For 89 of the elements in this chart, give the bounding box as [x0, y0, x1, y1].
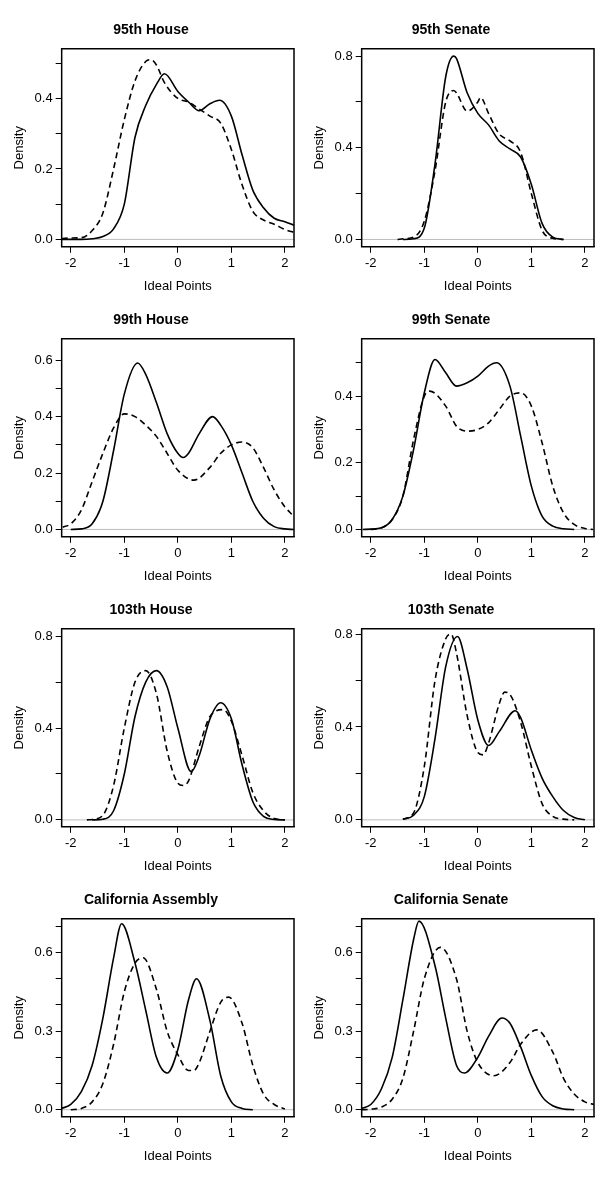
x-tick-label: -1 [418, 255, 431, 271]
y-tick-label: 0.2 [334, 454, 353, 470]
x-tick-label: 0 [474, 835, 482, 851]
y-tick-label: 0.0 [34, 230, 53, 246]
x-axis-title: Ideal Points [143, 277, 213, 293]
y-tick-label: 0.0 [334, 811, 353, 827]
y-tick-label: 0.2 [34, 464, 53, 480]
x-axis-title: Ideal Points [443, 567, 513, 583]
x-tick-label: -2 [364, 1125, 377, 1141]
x-tick-label: 2 [281, 835, 289, 851]
y-tick-label: 0.3 [334, 1022, 353, 1038]
x-tick-label: -2 [64, 255, 77, 271]
x-tick-label: -1 [418, 545, 431, 561]
x-tick-label: 1 [227, 835, 235, 851]
chart-title: 95th House [113, 21, 189, 38]
y-tick-label: 0.0 [334, 521, 353, 537]
x-tick-label: 0 [474, 1125, 482, 1141]
x-tick-label: 0 [474, 255, 482, 271]
x-tick-label: -2 [64, 545, 77, 561]
x-tick-label: 2 [581, 255, 589, 271]
y-tick-label: 0.4 [334, 718, 353, 734]
x-tick-label: 1 [527, 255, 535, 271]
y-tick-label: 0.4 [34, 408, 53, 424]
chart-title: 103th Senate [407, 601, 495, 618]
y-axis-title: Density [11, 415, 27, 460]
x-axis-title: Ideal Points [143, 567, 213, 583]
y-tick-label: 0.0 [34, 811, 53, 827]
y-axis-title: Density [311, 705, 327, 750]
x-tick-label: 1 [227, 1125, 235, 1141]
y-tick-label: 0.3 [34, 1022, 53, 1038]
x-axis-title: Ideal Points [143, 1147, 213, 1163]
chart-title: 99th Senate [411, 311, 491, 328]
x-axis-title: Ideal Points [443, 857, 513, 873]
chart-title: California Assembly [83, 891, 219, 908]
x-tick-label: 1 [527, 1125, 535, 1141]
x-tick-label: -2 [364, 255, 377, 271]
y-tick-label: 0.0 [34, 1101, 53, 1117]
y-axis-title: Density [11, 995, 27, 1040]
y-axis-title: Density [11, 705, 27, 750]
y-tick-label: 0.2 [34, 160, 53, 176]
x-tick-label: 1 [527, 835, 535, 851]
y-tick-label: 0.6 [34, 351, 53, 367]
x-tick-label: 2 [281, 1125, 289, 1141]
y-axis-title: Density [311, 995, 327, 1040]
y-tick-label: 0.6 [334, 944, 353, 960]
y-tick-label: 0.8 [334, 47, 353, 63]
chart-title: 103th House [109, 601, 193, 618]
chart-title: 99th House [113, 311, 189, 328]
x-axis-title: Ideal Points [443, 1147, 513, 1163]
y-tick-label: 0.4 [34, 90, 53, 106]
y-tick-label: 0.8 [34, 627, 53, 643]
y-tick-label: 0.4 [34, 719, 53, 735]
x-tick-label: 1 [227, 255, 235, 271]
y-tick-label: 0.0 [34, 521, 53, 537]
chart-title: 95th Senate [411, 21, 491, 38]
y-axis-title: Density [311, 125, 327, 170]
x-tick-label: 1 [527, 545, 535, 561]
x-tick-label: 2 [281, 255, 289, 271]
x-tick-label: 1 [227, 545, 235, 561]
x-tick-label: 0 [174, 255, 182, 271]
y-axis-title: Density [311, 415, 327, 460]
x-tick-label: -2 [364, 835, 377, 851]
y-tick-label: 0.4 [334, 387, 353, 403]
x-tick-label: -1 [118, 545, 131, 561]
y-axis-title: Density [11, 125, 27, 170]
y-tick-label: 0.0 [334, 1101, 353, 1117]
x-tick-label: -2 [364, 545, 377, 561]
x-tick-label: -1 [418, 835, 431, 851]
y-tick-label: 0.4 [334, 139, 353, 155]
x-tick-label: -1 [118, 835, 131, 851]
x-tick-label: -1 [118, 1125, 131, 1141]
y-tick-label: 0.8 [334, 625, 353, 641]
x-tick-label: 0 [174, 1125, 182, 1141]
x-tick-label: -2 [64, 1125, 77, 1141]
x-tick-label: 2 [581, 1125, 589, 1141]
chart-title: California Senate [393, 891, 509, 908]
x-tick-label: -1 [118, 255, 131, 271]
y-tick-label: 0.6 [34, 944, 53, 960]
x-tick-label: 2 [581, 835, 589, 851]
y-tick-label: 0.0 [334, 231, 353, 247]
x-tick-label: 2 [281, 545, 289, 561]
x-tick-label: -1 [418, 1125, 431, 1141]
x-tick-label: 0 [474, 545, 482, 561]
x-tick-label: -2 [64, 835, 77, 851]
x-axis-title: Ideal Points [443, 277, 513, 293]
x-tick-label: 2 [581, 545, 589, 561]
x-tick-label: 0 [174, 545, 182, 561]
x-tick-label: 0 [174, 835, 182, 851]
x-axis-title: Ideal Points [143, 857, 213, 873]
